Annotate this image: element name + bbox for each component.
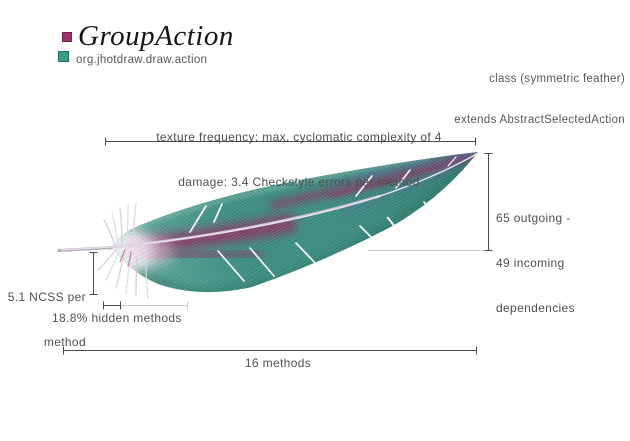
feather-quill	[57, 246, 115, 252]
dependencies-label: dependencies	[496, 301, 575, 315]
damage-label: damage: 3.4 Checkstyle errors per method	[178, 175, 420, 189]
dimension-lines	[63, 137, 493, 355]
down-wisps	[97, 202, 149, 299]
dependencies-annotation: 65 outgoing - 49 incoming dependencies	[496, 181, 575, 346]
ncss-annotation: 5.1 NCSS per method	[6, 260, 86, 380]
class-type-line: class (symmetric feather)	[489, 73, 625, 85]
class-extends-line: extends AbstractSelectedAction	[454, 113, 625, 126]
outgoing-dependencies-label: 65 outgoing -	[496, 211, 571, 225]
texture-frequency-label: texture frequency: max. cyclomatic compl…	[156, 130, 442, 144]
page-title: GroupAction	[78, 20, 234, 52]
feather-shading	[112, 152, 478, 293]
package-name: org.jhotdraw.draw.action	[76, 54, 208, 66]
faint-leader-lines	[120, 250, 484, 310]
feather-vane	[97, 152, 479, 299]
incoming-dependencies-label: 49 incoming	[496, 256, 565, 270]
legend	[58, 32, 72, 62]
texture-annotation: texture frequency: max. cyclomatic compl…	[99, 100, 499, 220]
feather-rachis	[111, 152, 479, 249]
method-count-label: 16 methods	[244, 356, 312, 370]
ncss-label-line2: method	[43, 335, 86, 349]
hidden-methods-label: 18.8% hidden methods	[52, 311, 182, 325]
class-type-info: class (symmetric feather) extends Abstra…	[454, 46, 625, 154]
package-color-swatch	[58, 51, 69, 62]
ncss-label-line1: 5.1 NCSS per	[7, 290, 86, 304]
class-color-swatch	[62, 32, 72, 42]
